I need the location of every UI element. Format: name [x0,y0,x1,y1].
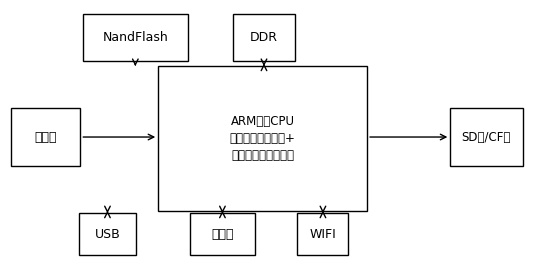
Text: 以太网: 以太网 [211,228,234,241]
Text: 摄像头: 摄像头 [34,130,57,144]
Text: DDR: DDR [250,31,278,44]
Bar [297,213,348,255]
Text: NandFlash: NandFlash [102,31,168,44]
Bar [450,108,523,166]
Text: SD卡/CF卡: SD卡/CF卡 [461,130,511,144]
Bar [83,14,188,61]
Text: ARM内核CPU
（嵌入式操作系统+
计算机视觉函数库）: ARM内核CPU （嵌入式操作系统+ 计算机视觉函数库） [230,115,295,162]
Bar [190,213,255,255]
Bar [158,66,367,211]
Bar [11,108,80,166]
Bar [79,213,136,255]
Text: USB: USB [94,228,121,241]
Bar [233,14,295,61]
Text: WIFI: WIFI [310,228,336,241]
